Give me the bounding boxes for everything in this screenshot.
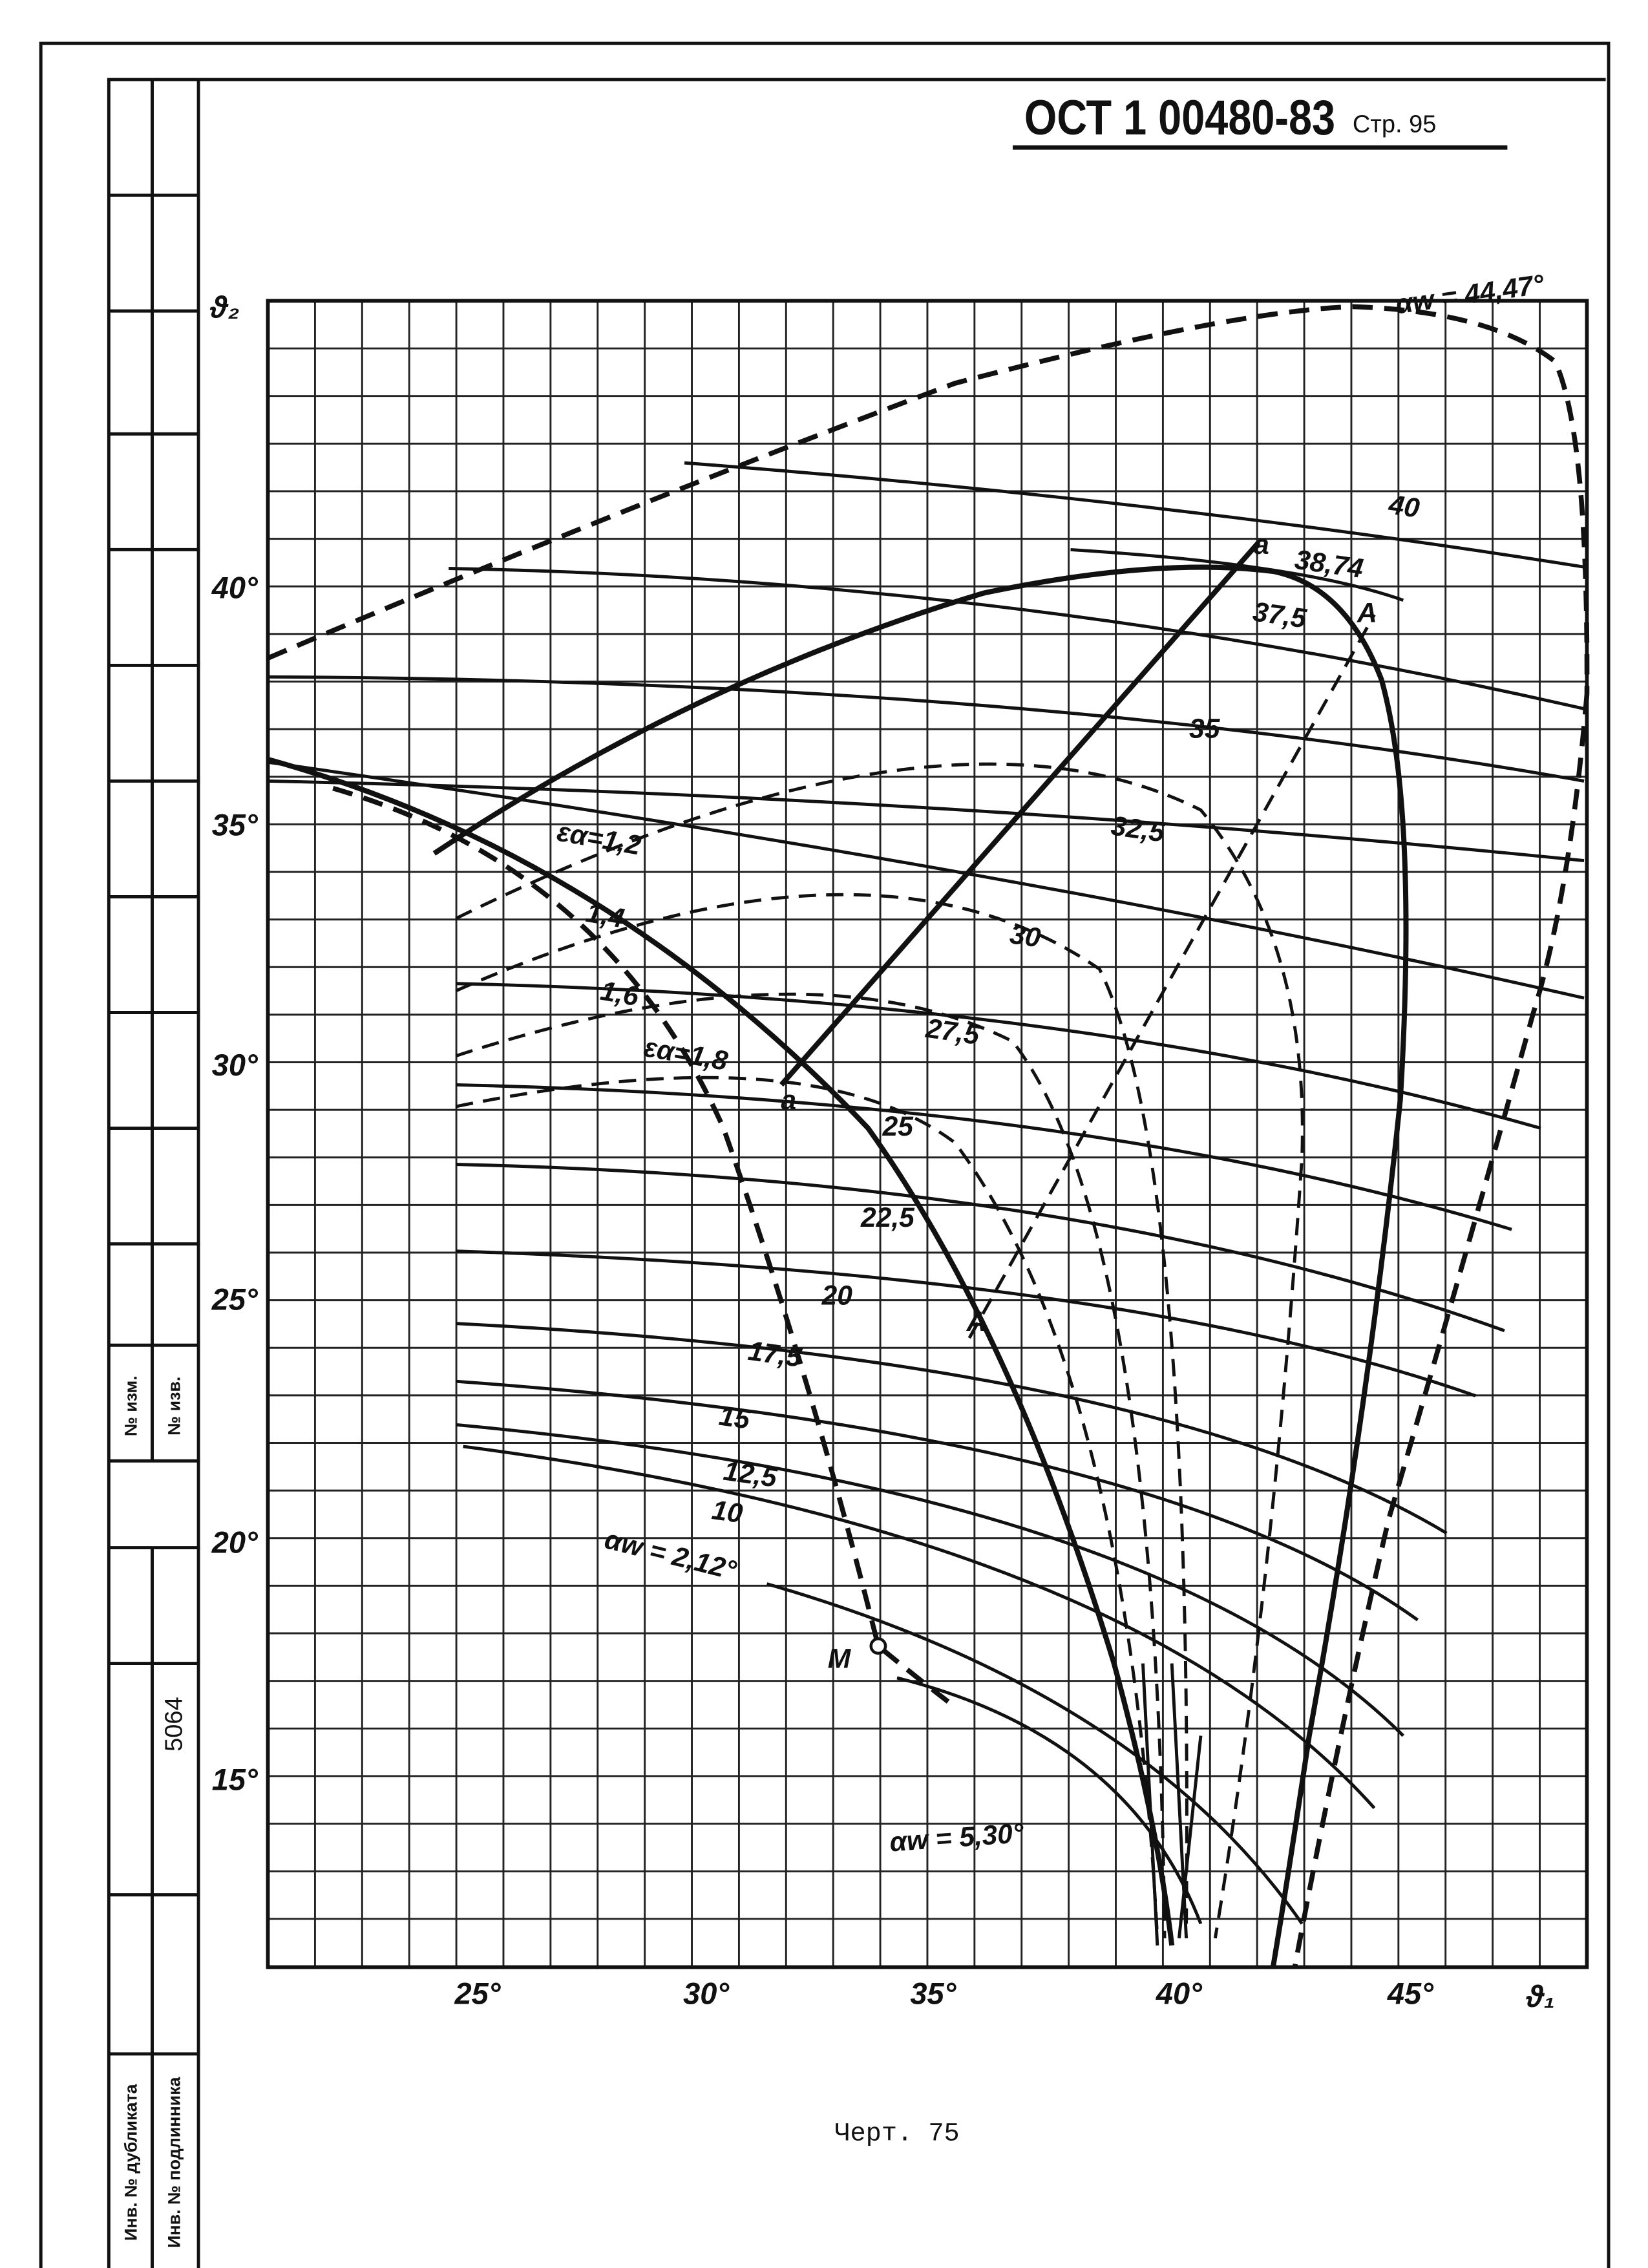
label: 1,4 [584, 898, 626, 935]
label: αw = 2,12° [602, 1524, 740, 1586]
label: 35° [212, 807, 259, 842]
label: αw = 44,47° [1393, 270, 1546, 321]
label: 20° [211, 1525, 259, 1559]
label: 27,5 [924, 1013, 982, 1051]
label: 25° [211, 1282, 259, 1317]
label: 25 [882, 1112, 914, 1142]
header-page: Стр. 95 [1353, 111, 1436, 138]
label: εα=1,8 [642, 1032, 730, 1077]
label: 40° [1156, 1977, 1203, 2011]
caption: Черт. 75 [834, 2119, 959, 2149]
label: 30° [683, 1977, 730, 2011]
stamp-label: Инв. № подлинника [164, 2076, 184, 2248]
label: ϑ₂ [209, 290, 240, 324]
stamp-number: 5064 [160, 1697, 187, 1752]
point-m [869, 1637, 887, 1655]
label: 10 [710, 1495, 745, 1529]
label: 35° [910, 1977, 956, 2011]
label: 45° [1387, 1977, 1434, 2011]
label: a [781, 1086, 796, 1116]
stamp-label: № изв. [164, 1377, 184, 1436]
label: a [1254, 530, 1269, 560]
label: 20 [821, 1281, 853, 1311]
label: 40° [211, 570, 259, 604]
label: 15 [717, 1401, 753, 1436]
chart-border [266, 299, 1589, 1969]
label: 35 [1189, 714, 1221, 744]
label: 32,5 [1109, 811, 1167, 849]
header-code: ОСТ 1 00480-83 [1024, 90, 1335, 145]
stamp-label: № изм. [121, 1375, 140, 1436]
grid [267, 300, 1588, 1967]
label: 15° [212, 1762, 259, 1796]
stamp-label: Инв. № дубликата [121, 2083, 140, 2241]
label: 37,5 [1251, 597, 1309, 634]
label: M [828, 1644, 852, 1674]
labels: ϑ₂ ϑ₁ 40° 35° 30° 25° 20° 15° 25° 30° 35° 40° 45° αw … [209, 270, 1555, 2014]
label: 22,5 [860, 1203, 915, 1233]
curves [267, 304, 1590, 1968]
label: 25° [454, 1977, 501, 2011]
label: ϑ₁ [1525, 1979, 1554, 2013]
page-frame [39, 41, 1611, 2268]
label: 30° [212, 1048, 259, 1082]
label: 12,5 [722, 1456, 780, 1494]
label: A [966, 1307, 987, 1337]
label: A [1357, 598, 1377, 628]
label: 17,5 [746, 1336, 805, 1373]
label: 30 [1008, 919, 1043, 953]
label: 40 [1386, 490, 1422, 524]
label: 1,6 [598, 976, 642, 1013]
